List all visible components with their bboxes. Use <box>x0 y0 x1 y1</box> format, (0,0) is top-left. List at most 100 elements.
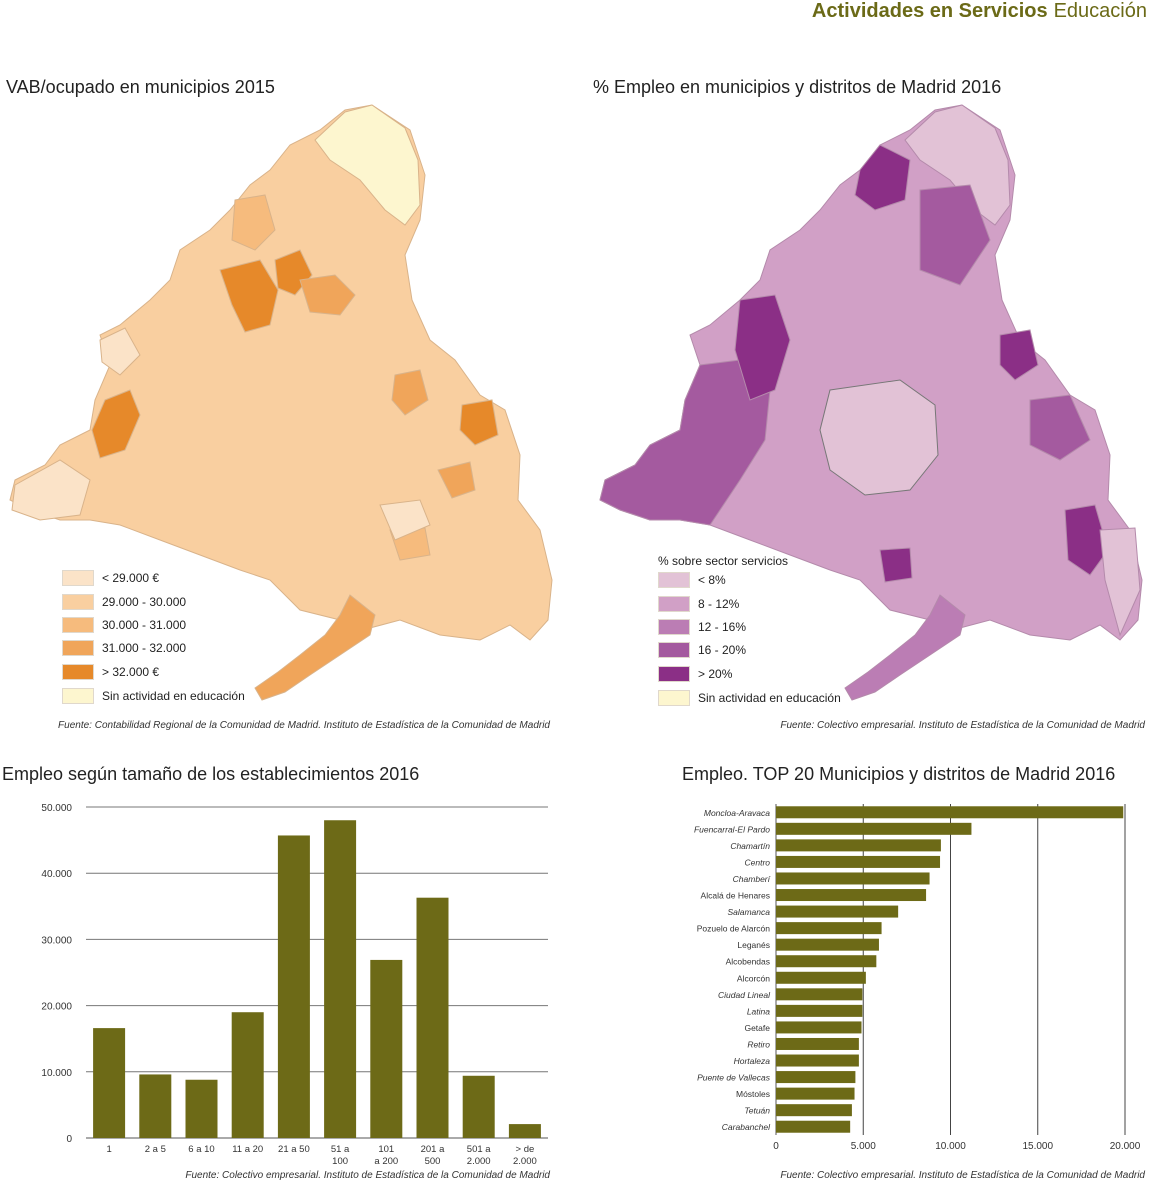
bar <box>776 1087 855 1100</box>
map2-legend-title: % sobre sector servicios <box>658 554 789 568</box>
legend-label: 16 - 20% <box>698 643 747 657</box>
y-tick-label: 20.000 <box>41 1002 72 1013</box>
map1-mid-d <box>437 461 476 499</box>
category-label: Hortaleza <box>734 1056 771 1066</box>
y-tick-label: 40.000 <box>41 869 72 880</box>
bar <box>776 905 899 918</box>
bar <box>776 1071 856 1084</box>
x-tick-label: 501 a 2.000 <box>467 1144 491 1165</box>
category-label: Leganés <box>737 940 770 950</box>
category-label: Ciudad Lineal <box>718 990 771 1000</box>
bar <box>93 1028 126 1138</box>
map1-light-c <box>99 327 141 376</box>
legend-swatch <box>62 640 94 656</box>
map2-darkest-c <box>1064 504 1109 576</box>
legend-label: 29.000 - 30.000 <box>102 595 187 609</box>
chart1-title: Empleo según tamaño de los establecimien… <box>2 764 420 784</box>
section-header: Actividades en Servicios Educación <box>812 0 1147 23</box>
bar <box>776 822 972 835</box>
category-label: Alcorcón <box>737 973 770 983</box>
bar <box>776 1054 859 1067</box>
bar <box>776 1037 859 1050</box>
x-tick-label: 201 a 500 <box>421 1144 445 1165</box>
category-label: Chamartín <box>730 841 770 851</box>
map1-dark-b <box>91 389 141 459</box>
category-label: Centro <box>744 857 770 867</box>
bar <box>776 955 877 968</box>
bar <box>462 1075 495 1138</box>
map1-main-area <box>9 104 553 641</box>
legend-label: 31.000 - 32.000 <box>102 641 187 655</box>
category-label: Latina <box>747 1006 770 1016</box>
category-label: Fuencarral-El Pardo <box>694 824 770 834</box>
x-tick-label: 6 a 10 <box>188 1144 214 1155</box>
map1-title: VAB/ocupado en municipios 2015 <box>6 77 275 97</box>
map2-darkest-e <box>879 547 913 583</box>
map2-light-b <box>1099 527 1141 637</box>
legend-swatch <box>658 642 690 658</box>
map1-light-b <box>379 499 431 541</box>
x-tick-label: 51 a 100 <box>331 1144 350 1165</box>
y-tick-label: 50.000 <box>41 803 72 814</box>
map2-legend: < 8% 8 - 12% 12 - 16% 16 - 20% > 20% Sin… <box>658 572 918 712</box>
header-sub: Educación <box>1053 0 1147 22</box>
map1-choropleth <box>9 104 553 701</box>
x-tick-label: 101 a 200 <box>374 1144 398 1165</box>
category-label: Chamberí <box>733 874 772 884</box>
y-tick-label: 0 <box>66 1134 72 1145</box>
category-label: Alcalá de Henares <box>701 891 770 901</box>
legend-label: 12 - 16% <box>698 620 747 634</box>
legend-swatch <box>62 570 94 586</box>
category-label: Alcobendas <box>726 957 770 967</box>
map2-source: Fuente: Colectivo empresarial. Instituto… <box>780 720 1145 731</box>
legend-label: 8 - 12% <box>698 597 740 611</box>
category-label: Tetuán <box>744 1106 770 1116</box>
bar <box>185 1079 218 1138</box>
chart1-source: Fuente: Colectivo empresarial. Instituto… <box>185 1170 550 1181</box>
bar <box>776 1120 851 1133</box>
chart2-bar-chart: 0 5.000 10.000 15.000 20.000 Moncloa-Aravaca F… <box>694 804 1141 1152</box>
x-tick-label: 21 a 50 <box>278 1144 310 1155</box>
map1-mid-b <box>391 369 429 416</box>
x-tick-label: 11 a 20 <box>232 1144 263 1155</box>
x-tick-label: > de 2.000 <box>513 1144 537 1165</box>
y-tick-label: 30.000 <box>41 935 72 946</box>
category-label: Getafe <box>744 1023 770 1033</box>
map2-choropleth <box>599 104 1143 701</box>
bar <box>776 872 930 885</box>
category-label: Puente de Vallecas <box>697 1073 771 1083</box>
map2-darkest-d <box>999 329 1039 381</box>
legend-swatch <box>658 690 690 706</box>
legend-label: Sin actividad en educación <box>698 691 841 705</box>
legend-swatch <box>658 572 690 588</box>
map2-city <box>819 379 939 496</box>
bar <box>776 1104 852 1117</box>
legend-swatch <box>658 666 690 682</box>
legend-label: > 20% <box>698 667 733 681</box>
bar <box>416 897 449 1138</box>
map1-legend: < 29.000 € 29.000 - 30.000 30.000 - 31.0… <box>62 570 322 710</box>
bar <box>776 971 866 984</box>
y-tick-label: 10.000 <box>41 1068 72 1079</box>
category-label: Móstoles <box>736 1089 770 1099</box>
map1-light-a <box>11 459 91 521</box>
chart2-source: Fuente: Colectivo empresarial. Instituto… <box>780 1170 1145 1181</box>
category-label: Carabanchel <box>722 1122 771 1132</box>
legend-swatch <box>62 594 94 610</box>
map1-region <box>9 104 553 701</box>
map1-dark-a <box>219 259 279 333</box>
bar <box>277 835 310 1138</box>
x-tick-label: 20.000 <box>1110 1141 1141 1152</box>
legend-label: < 8% <box>698 573 726 587</box>
map2-north-light <box>904 104 1011 226</box>
x-tick-label: 10.000 <box>935 1141 966 1152</box>
bar <box>776 922 882 935</box>
legend-label: Sin actividad en educación <box>102 689 245 703</box>
map1-southeast-strip <box>254 594 376 701</box>
category-label: Salamanca <box>727 907 770 917</box>
map2-main-area <box>599 104 1143 641</box>
legend-label: 30.000 - 31.000 <box>102 618 187 632</box>
bar <box>776 806 1124 819</box>
category-label: Retiro <box>747 1039 770 1049</box>
bar <box>776 889 927 902</box>
